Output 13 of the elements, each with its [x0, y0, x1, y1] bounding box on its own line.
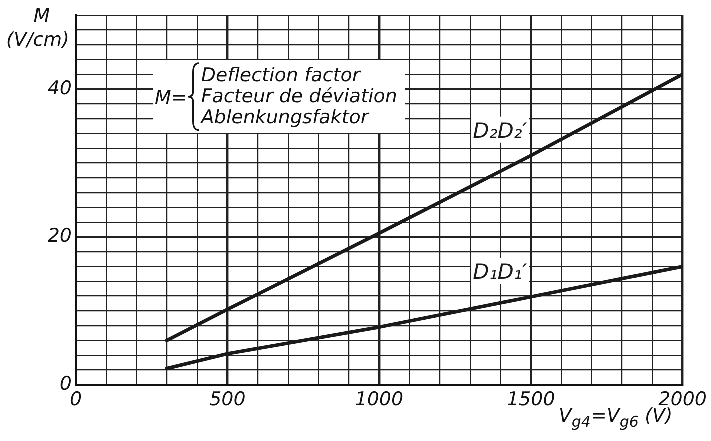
annotation: Ablenkungsfaktor	[199, 106, 370, 128]
y-tick-label: 40	[48, 77, 72, 100]
y-tick-label: 20	[48, 225, 72, 248]
x-tick-label: 500	[210, 388, 246, 410]
annotation: M=	[155, 86, 188, 109]
annotation: Deflection factor	[201, 64, 362, 86]
x-tick-label: 1500	[506, 388, 556, 410]
annotation: Facteur de déviation	[201, 85, 398, 108]
y-tick-label: 0	[60, 372, 72, 395]
series-label: D₁D₁′	[473, 260, 528, 284]
series-label: D₂D₂′	[473, 118, 528, 143]
y-axis-title: M (V/cm)	[6, 5, 70, 51]
x-tick-label: 1000	[355, 388, 404, 410]
